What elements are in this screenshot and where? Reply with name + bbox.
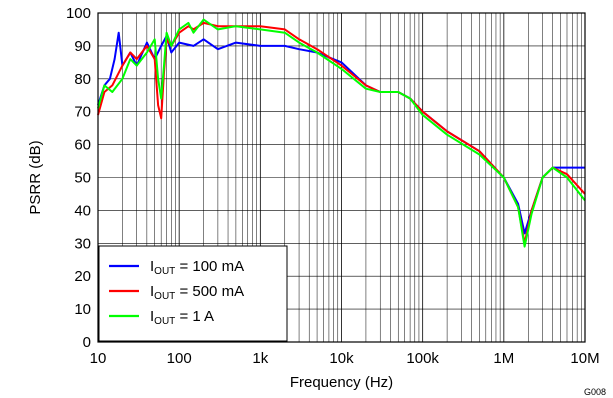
x-tick-label: 10k (329, 350, 354, 367)
series-line-3 (97, 18, 586, 248)
y-tick-label: 40 (74, 202, 91, 219)
x-tick-label: 1M (493, 350, 514, 367)
legend-label-3: IOUT = 1 A (150, 308, 214, 327)
tick-labels: 10 100 1k 10k 100k 1M 10M010203040506070809010… (66, 5, 600, 367)
y-tick-label: 70 (74, 104, 91, 121)
x-tick-label: 10 (90, 350, 107, 367)
x-axis-label: Frequency (Hz) (290, 374, 393, 391)
x-tick-label: 100k (406, 350, 439, 367)
series-layer (97, 18, 586, 248)
y-tick-label: 60 (74, 137, 91, 154)
x-tick-label: 10M (570, 350, 599, 367)
y-tick-label: 50 (74, 170, 91, 187)
legend-box (98, 245, 288, 342)
y-tick-label: 80 (74, 71, 91, 88)
x-tick-label: 1k (252, 350, 268, 367)
y-tick-label: 100 (66, 5, 91, 22)
legend-label-1: IOUT = 100 mA (150, 258, 244, 277)
y-tick-label: 30 (74, 235, 91, 252)
legend-label-2: IOUT = 500 mA (150, 283, 244, 302)
legend: IOUT = 100 mA IOUT = 500 mA IOUT = 1 A (98, 245, 288, 342)
y-tick-label: 10 (74, 301, 91, 318)
y-axis-label: PSRR (dB) (27, 140, 44, 214)
plot-frame (97, 12, 586, 343)
x-tick-label: 100 (167, 350, 192, 367)
y-tick-label: 0 (83, 334, 91, 351)
y-tick-label: 90 (74, 38, 91, 55)
y-tick-label: 20 (74, 268, 91, 285)
figure-code: G008 (584, 387, 606, 397)
